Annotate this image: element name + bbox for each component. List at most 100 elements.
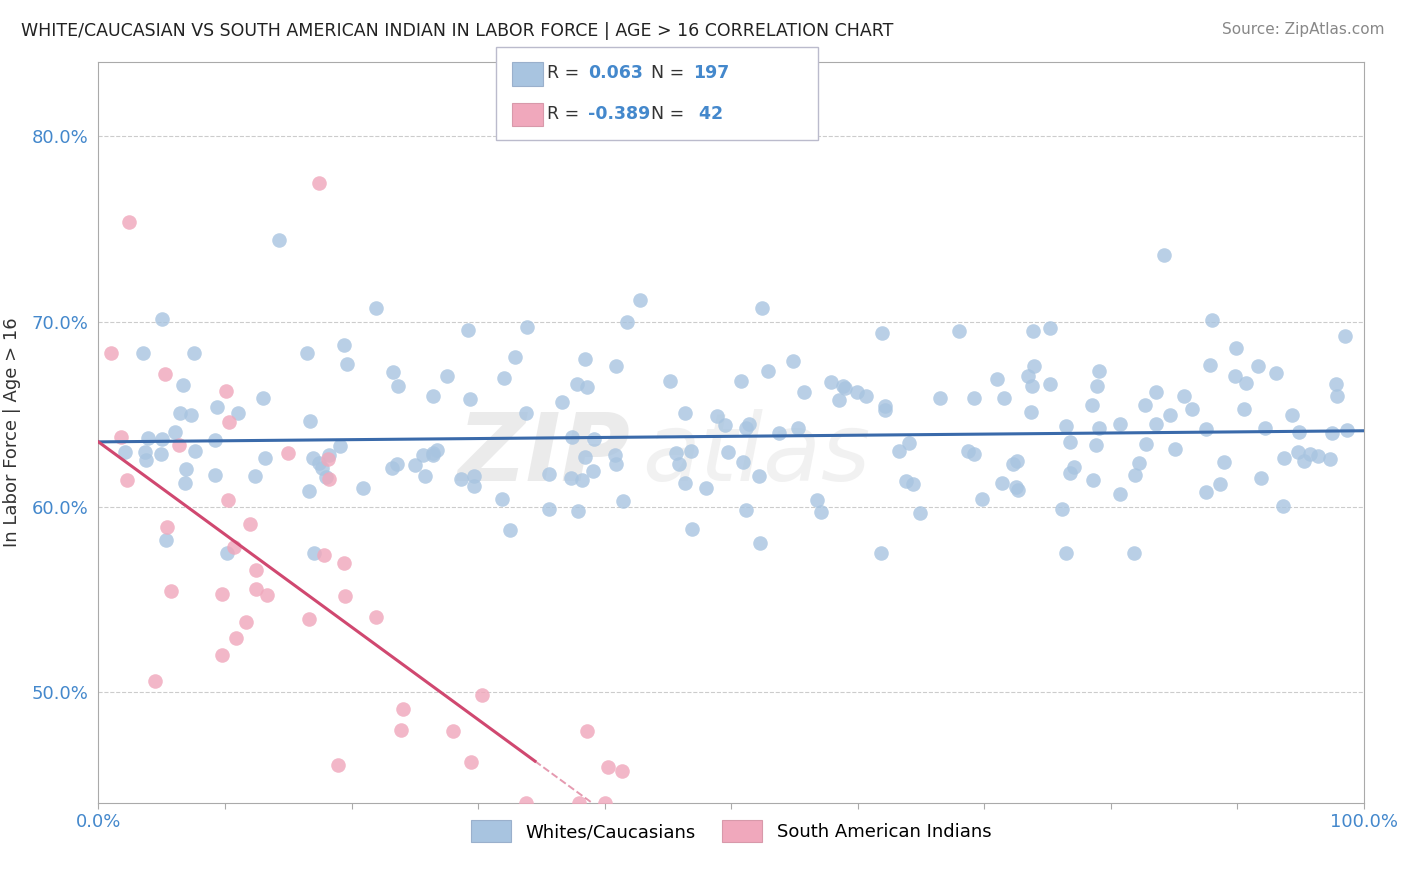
Point bbox=[735, 420, 758, 434]
Point bbox=[1054, 546, 1077, 560]
Text: N =: N = bbox=[651, 64, 690, 82]
Point bbox=[256, 588, 278, 602]
Point bbox=[134, 445, 156, 459]
Point bbox=[132, 345, 155, 359]
Point bbox=[1144, 417, 1167, 432]
Point bbox=[269, 233, 291, 247]
Point bbox=[441, 723, 464, 738]
Point bbox=[612, 494, 634, 508]
Point bbox=[717, 445, 740, 459]
Point bbox=[1201, 313, 1223, 327]
Point bbox=[381, 461, 404, 475]
Point bbox=[385, 457, 408, 471]
Point bbox=[1054, 418, 1077, 433]
Point bbox=[302, 546, 325, 560]
Point bbox=[329, 439, 352, 453]
Point bbox=[252, 391, 274, 405]
Point bbox=[731, 455, 754, 469]
Point bbox=[458, 392, 481, 406]
Point bbox=[1233, 402, 1256, 417]
Point bbox=[605, 457, 627, 471]
Point bbox=[115, 473, 138, 487]
Point bbox=[215, 546, 238, 560]
Point bbox=[150, 432, 173, 446]
Point bbox=[908, 506, 931, 520]
Point bbox=[217, 493, 239, 508]
Point bbox=[225, 631, 247, 645]
Text: 0.063: 0.063 bbox=[588, 64, 643, 82]
Point bbox=[832, 379, 855, 393]
Point bbox=[1194, 484, 1216, 499]
Point bbox=[929, 392, 952, 406]
Point bbox=[574, 352, 596, 367]
Point bbox=[211, 648, 233, 662]
Point bbox=[426, 442, 449, 457]
Point bbox=[571, 474, 593, 488]
Point bbox=[1050, 502, 1073, 516]
Point bbox=[706, 409, 728, 423]
Point bbox=[695, 481, 717, 495]
Legend: Whites/Caucasians, South American Indians: Whites/Caucasians, South American Indian… bbox=[464, 813, 998, 849]
Point bbox=[1001, 457, 1024, 471]
Point bbox=[1254, 421, 1277, 435]
Text: WHITE/CAUCASIAN VS SOUTH AMERICAN INDIAN IN LABOR FORCE | AGE > 16 CORRELATION C: WHITE/CAUCASIAN VS SOUTH AMERICAN INDIAN… bbox=[21, 22, 893, 40]
Point bbox=[616, 315, 638, 329]
Point bbox=[1265, 366, 1288, 380]
Point bbox=[1272, 450, 1295, 465]
Point bbox=[155, 533, 177, 548]
Point bbox=[318, 472, 340, 486]
Point bbox=[239, 517, 262, 532]
Text: N =: N = bbox=[651, 105, 690, 123]
Text: 42: 42 bbox=[693, 105, 723, 123]
Point bbox=[1108, 417, 1130, 432]
Point bbox=[855, 389, 877, 403]
Point bbox=[174, 475, 197, 490]
Point bbox=[870, 326, 893, 340]
Point bbox=[806, 492, 828, 507]
Point bbox=[1286, 445, 1309, 459]
Point bbox=[873, 402, 896, 417]
Point bbox=[1153, 248, 1175, 262]
Point bbox=[204, 467, 226, 482]
Point bbox=[422, 446, 444, 460]
Point bbox=[412, 448, 434, 462]
Point bbox=[295, 346, 318, 360]
Point bbox=[110, 430, 132, 444]
Point bbox=[352, 481, 374, 495]
Point bbox=[155, 367, 177, 381]
Point bbox=[658, 375, 681, 389]
Point bbox=[183, 346, 205, 360]
Y-axis label: In Labor Force | Age > 16: In Labor Force | Age > 16 bbox=[3, 318, 21, 548]
Point bbox=[297, 612, 319, 626]
Point bbox=[1108, 487, 1130, 501]
Point bbox=[1039, 321, 1062, 335]
Point bbox=[460, 755, 482, 769]
Point bbox=[948, 325, 970, 339]
Point bbox=[1326, 389, 1348, 403]
Point bbox=[1181, 401, 1204, 416]
Point bbox=[422, 448, 444, 462]
Point bbox=[991, 475, 1014, 490]
Point bbox=[333, 337, 356, 351]
Point bbox=[1336, 423, 1358, 437]
Point bbox=[381, 365, 404, 379]
Point bbox=[1059, 466, 1081, 480]
Point bbox=[516, 319, 538, 334]
Point bbox=[820, 375, 842, 389]
Point bbox=[612, 764, 634, 778]
Point bbox=[576, 723, 599, 738]
Point bbox=[668, 457, 690, 471]
Point bbox=[503, 350, 526, 364]
Point bbox=[1324, 377, 1347, 392]
Point bbox=[583, 433, 606, 447]
Point bbox=[1039, 377, 1062, 392]
Point bbox=[150, 447, 173, 461]
Point bbox=[366, 301, 388, 315]
Point bbox=[782, 353, 804, 368]
Point bbox=[575, 380, 598, 394]
Point bbox=[756, 364, 779, 378]
Point bbox=[1334, 329, 1357, 343]
Point bbox=[218, 415, 240, 429]
Point bbox=[1306, 449, 1329, 463]
Point bbox=[574, 450, 596, 464]
